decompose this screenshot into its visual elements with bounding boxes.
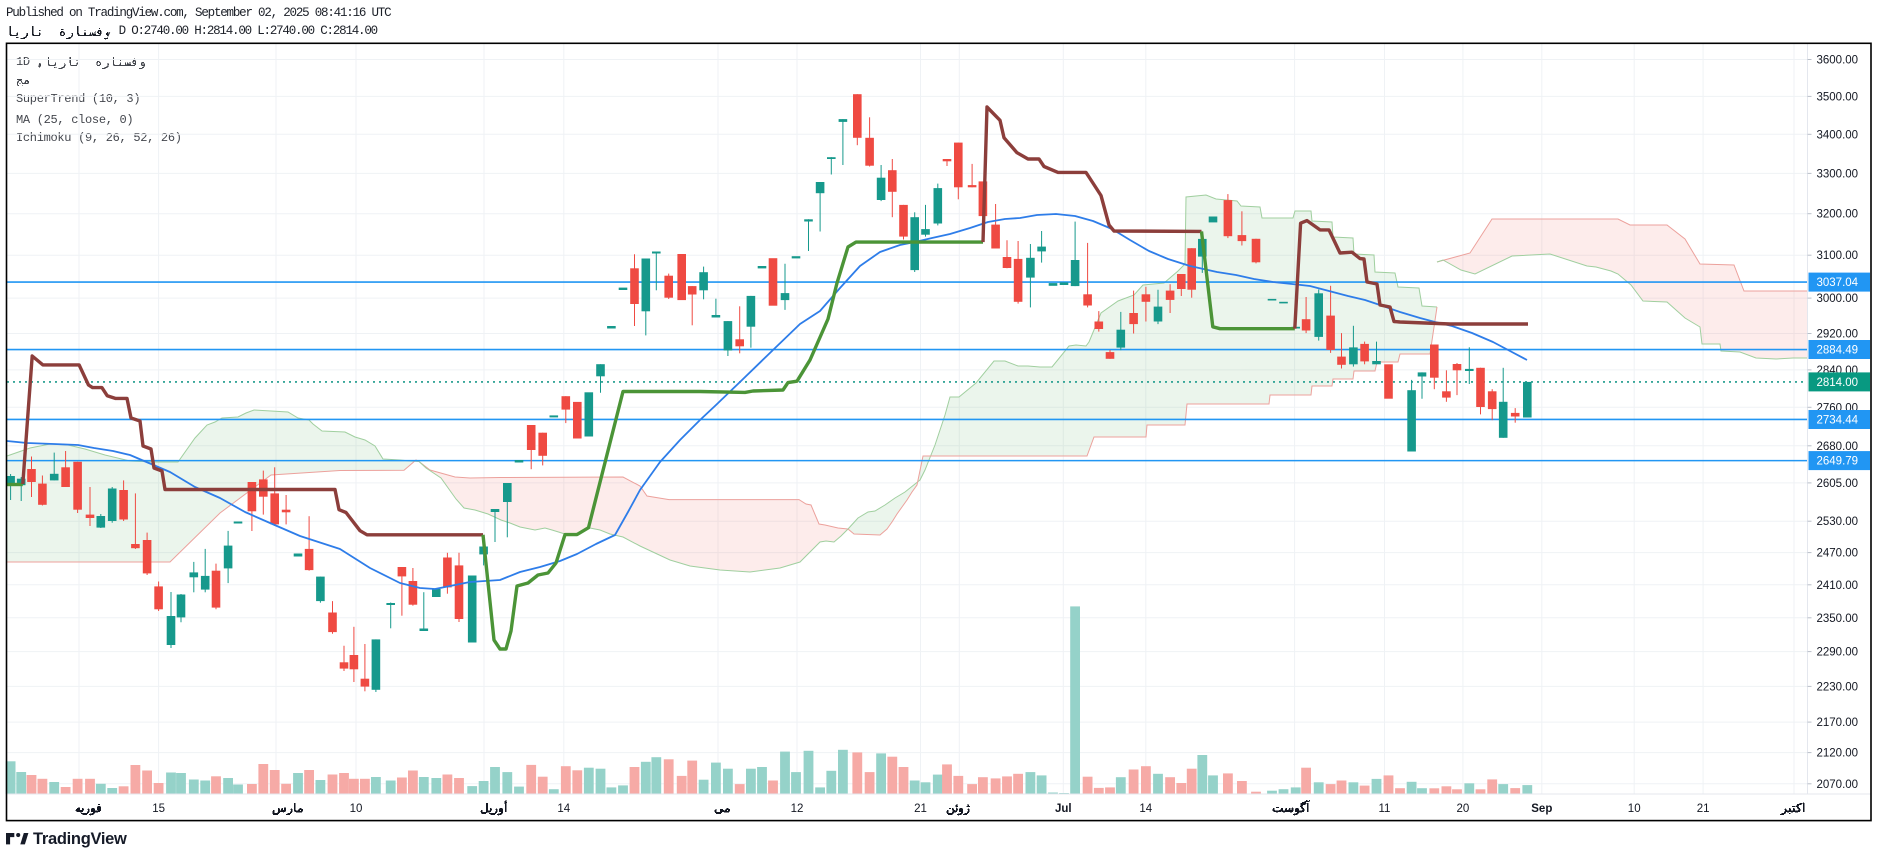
svg-text:20: 20	[1457, 803, 1470, 815]
svg-text:3400.00: 3400.00	[1817, 129, 1859, 141]
svg-text:2410.00: 2410.00	[1817, 580, 1859, 592]
svg-text:2884.49: 2884.49	[1817, 345, 1859, 357]
svg-text:2170.00: 2170.00	[1817, 717, 1859, 729]
svg-text:2350.00: 2350.00	[1817, 613, 1859, 625]
svg-text:2290.00: 2290.00	[1817, 647, 1859, 659]
svg-text:2530.00: 2530.00	[1817, 516, 1859, 528]
svg-text:2605.00: 2605.00	[1817, 478, 1859, 490]
svg-text:3200.00: 3200.00	[1817, 209, 1859, 221]
svg-text:3300.00: 3300.00	[1817, 168, 1859, 180]
svg-text:3600.00: 3600.00	[1817, 55, 1859, 67]
svg-text:2734.44: 2734.44	[1817, 415, 1859, 427]
svg-text:2680.00: 2680.00	[1817, 441, 1859, 453]
svg-text:Sep: Sep	[1531, 803, 1552, 815]
svg-text:10: 10	[350, 803, 363, 815]
svg-text:2070.00: 2070.00	[1817, 779, 1859, 791]
svg-text:15: 15	[152, 803, 165, 815]
svg-text:2814.00: 2814.00	[1817, 377, 1859, 389]
svg-text:21: 21	[1697, 803, 1710, 815]
svg-text:11: 11	[1379, 803, 1391, 815]
svg-text:3037.04: 3037.04	[1817, 277, 1859, 289]
svg-text:14: 14	[557, 803, 570, 815]
svg-text:2920.00: 2920.00	[1817, 329, 1859, 341]
svg-text:14: 14	[1139, 803, 1152, 815]
svg-text:10: 10	[1628, 803, 1641, 815]
svg-text:3500.00: 3500.00	[1817, 91, 1859, 103]
svg-text:3100.00: 3100.00	[1817, 250, 1859, 262]
svg-text:2649.79: 2649.79	[1817, 456, 1859, 468]
svg-text:21: 21	[914, 803, 927, 815]
svg-text:Jul: Jul	[1055, 803, 1072, 815]
svg-text:3000.00: 3000.00	[1817, 293, 1859, 305]
svg-text:2230.00: 2230.00	[1817, 681, 1859, 693]
svg-text:12: 12	[791, 803, 804, 815]
svg-text:2120.00: 2120.00	[1817, 748, 1859, 760]
svg-text:2470.00: 2470.00	[1817, 548, 1859, 560]
